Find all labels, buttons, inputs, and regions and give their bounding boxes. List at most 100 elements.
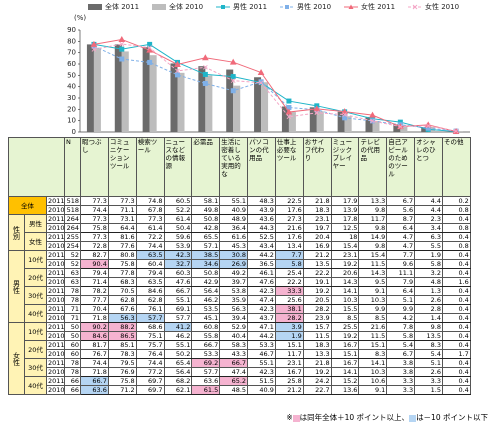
value-cell: 3.3 [386, 376, 416, 386]
value-cell: 19.2 [302, 286, 332, 296]
value-cell: 47.6 [163, 277, 193, 287]
value-cell: 5.4 [414, 349, 443, 359]
legend-label: 全体 2010 [169, 2, 203, 11]
value-cell: 68.2 [163, 376, 193, 386]
value-cell: 47.4 [247, 295, 276, 305]
marker [119, 46, 125, 52]
value-cell: 1.9 [414, 250, 443, 260]
value-cell: 1.7 [441, 349, 471, 359]
value-cell: 69.7 [135, 376, 165, 386]
row-label: 10代 [24, 322, 47, 341]
value-cell: 28.2 [302, 304, 332, 314]
value-cell: 48.3 [247, 196, 276, 206]
value-cell: 5.5 [414, 241, 443, 251]
table-row: 2010 50 84.6 86.5 75.1 46.2 55.8 40.4 44.2 1.9 11.… [9, 331, 471, 341]
value-cell: 76.9 [107, 367, 137, 377]
value-cell: 28.2 [274, 313, 304, 323]
value-cell: 16.9 [302, 241, 332, 251]
value-cell: 35.9 [219, 295, 249, 305]
value-cell: 74.4 [80, 358, 109, 368]
value-cell: 48.9 [219, 214, 249, 224]
value-cell: 60.3 [163, 268, 193, 278]
value-cell: 0.4 [441, 304, 471, 314]
value-cell: 3.9 [274, 322, 304, 332]
value-cell: 9.9 [358, 304, 388, 314]
legend-label: 男性 2011 [233, 2, 267, 11]
marker [229, 58, 237, 65]
value-cell: 72.8 [80, 241, 109, 251]
value-cell: 13.6 [330, 385, 360, 395]
marker [369, 111, 376, 118]
bar [142, 47, 150, 132]
value-cell: 6.4 [386, 286, 416, 296]
high-swatch [292, 414, 300, 422]
marker [398, 124, 403, 129]
value-cell: 5.1 [386, 295, 416, 305]
value-cell: 17.6 [274, 232, 304, 242]
value-cell: 61.4 [135, 223, 165, 233]
row-label: 全体 [8, 196, 47, 215]
value-cell: 67.8 [135, 205, 165, 215]
marker [202, 71, 208, 77]
value-cell: 82.7 [80, 250, 109, 260]
value-cell: 51.5 [247, 376, 276, 386]
value-cell: 13.3 [302, 349, 332, 359]
value-cell: 46.2 [191, 295, 221, 305]
group-label: 性別 [8, 214, 25, 251]
y-tick-label: 50 [67, 71, 76, 79]
value-cell: 22.5 [274, 196, 304, 206]
value-cell: 0.8 [441, 241, 471, 251]
bar [114, 44, 122, 132]
value-cell: 40.9 [219, 205, 249, 215]
marker [286, 114, 292, 120]
row-label: 20代 [24, 268, 47, 287]
n-cell: 518 [64, 205, 81, 215]
line [93, 43, 457, 132]
legend-label: 女性 2011 [361, 2, 395, 11]
year-cell: 2010 [46, 259, 65, 269]
value-cell: 79.4 [80, 268, 109, 278]
group-label: 女性 [8, 322, 25, 395]
value-cell: 57.7 [163, 313, 193, 323]
n-cell: 71 [64, 313, 81, 323]
value-cell: 4.2 [386, 313, 416, 323]
value-cell: 38.1 [274, 304, 304, 314]
value-cell: 2.3 [414, 214, 443, 224]
value-cell: 3.8 [386, 367, 416, 377]
value-cell: 74.4 [80, 205, 109, 215]
marker [258, 80, 264, 86]
value-cell: 21.8 [302, 196, 332, 206]
value-cell: 76.7 [80, 349, 109, 359]
value-cell: 15.2 [330, 376, 360, 386]
value-cell: 63.5 [135, 250, 165, 260]
value-cell: 41.2 [163, 322, 193, 332]
legend-label: 全体 2011 [105, 2, 139, 11]
value-cell: 46.1 [247, 268, 276, 278]
value-cell: 0.4 [441, 286, 471, 296]
value-cell: 39.7 [219, 277, 249, 287]
bar [365, 116, 373, 132]
marker [91, 47, 97, 52]
value-cell: 85.1 [107, 340, 137, 350]
y-tick-label: 40 [67, 83, 76, 91]
value-cell: 42.9 [191, 277, 221, 287]
value-cell: 76.4 [135, 349, 165, 359]
year-cell: 2010 [46, 331, 65, 341]
value-cell: 34.6 [191, 259, 221, 269]
value-cell: 6.4 [386, 223, 416, 233]
table-row: 40代 2011 71 70.4 67.6 76.1 69.1 53.5 56.3 42.3 38.… [9, 304, 471, 323]
value-cell: 24.2 [302, 376, 332, 386]
year-cell: 2010 [46, 223, 65, 233]
bar [233, 85, 241, 132]
value-cell: 20.5 [302, 295, 332, 305]
value-cell: 11.5 [358, 259, 388, 269]
marker [314, 110, 320, 116]
column-header: 検索ツール [135, 137, 165, 197]
value-cell: 67.6 [107, 304, 137, 314]
value-cell: 84.6 [135, 286, 165, 296]
n-cell: 264 [64, 223, 81, 233]
table-row: 2010 78 77.7 62.8 62.8 55.1 46.2 35.9 47.4 25.6 20… [9, 295, 471, 305]
value-cell: 1.9 [274, 331, 304, 341]
value-cell: 77.7 [80, 295, 109, 305]
value-cell: 69.1 [163, 304, 193, 314]
